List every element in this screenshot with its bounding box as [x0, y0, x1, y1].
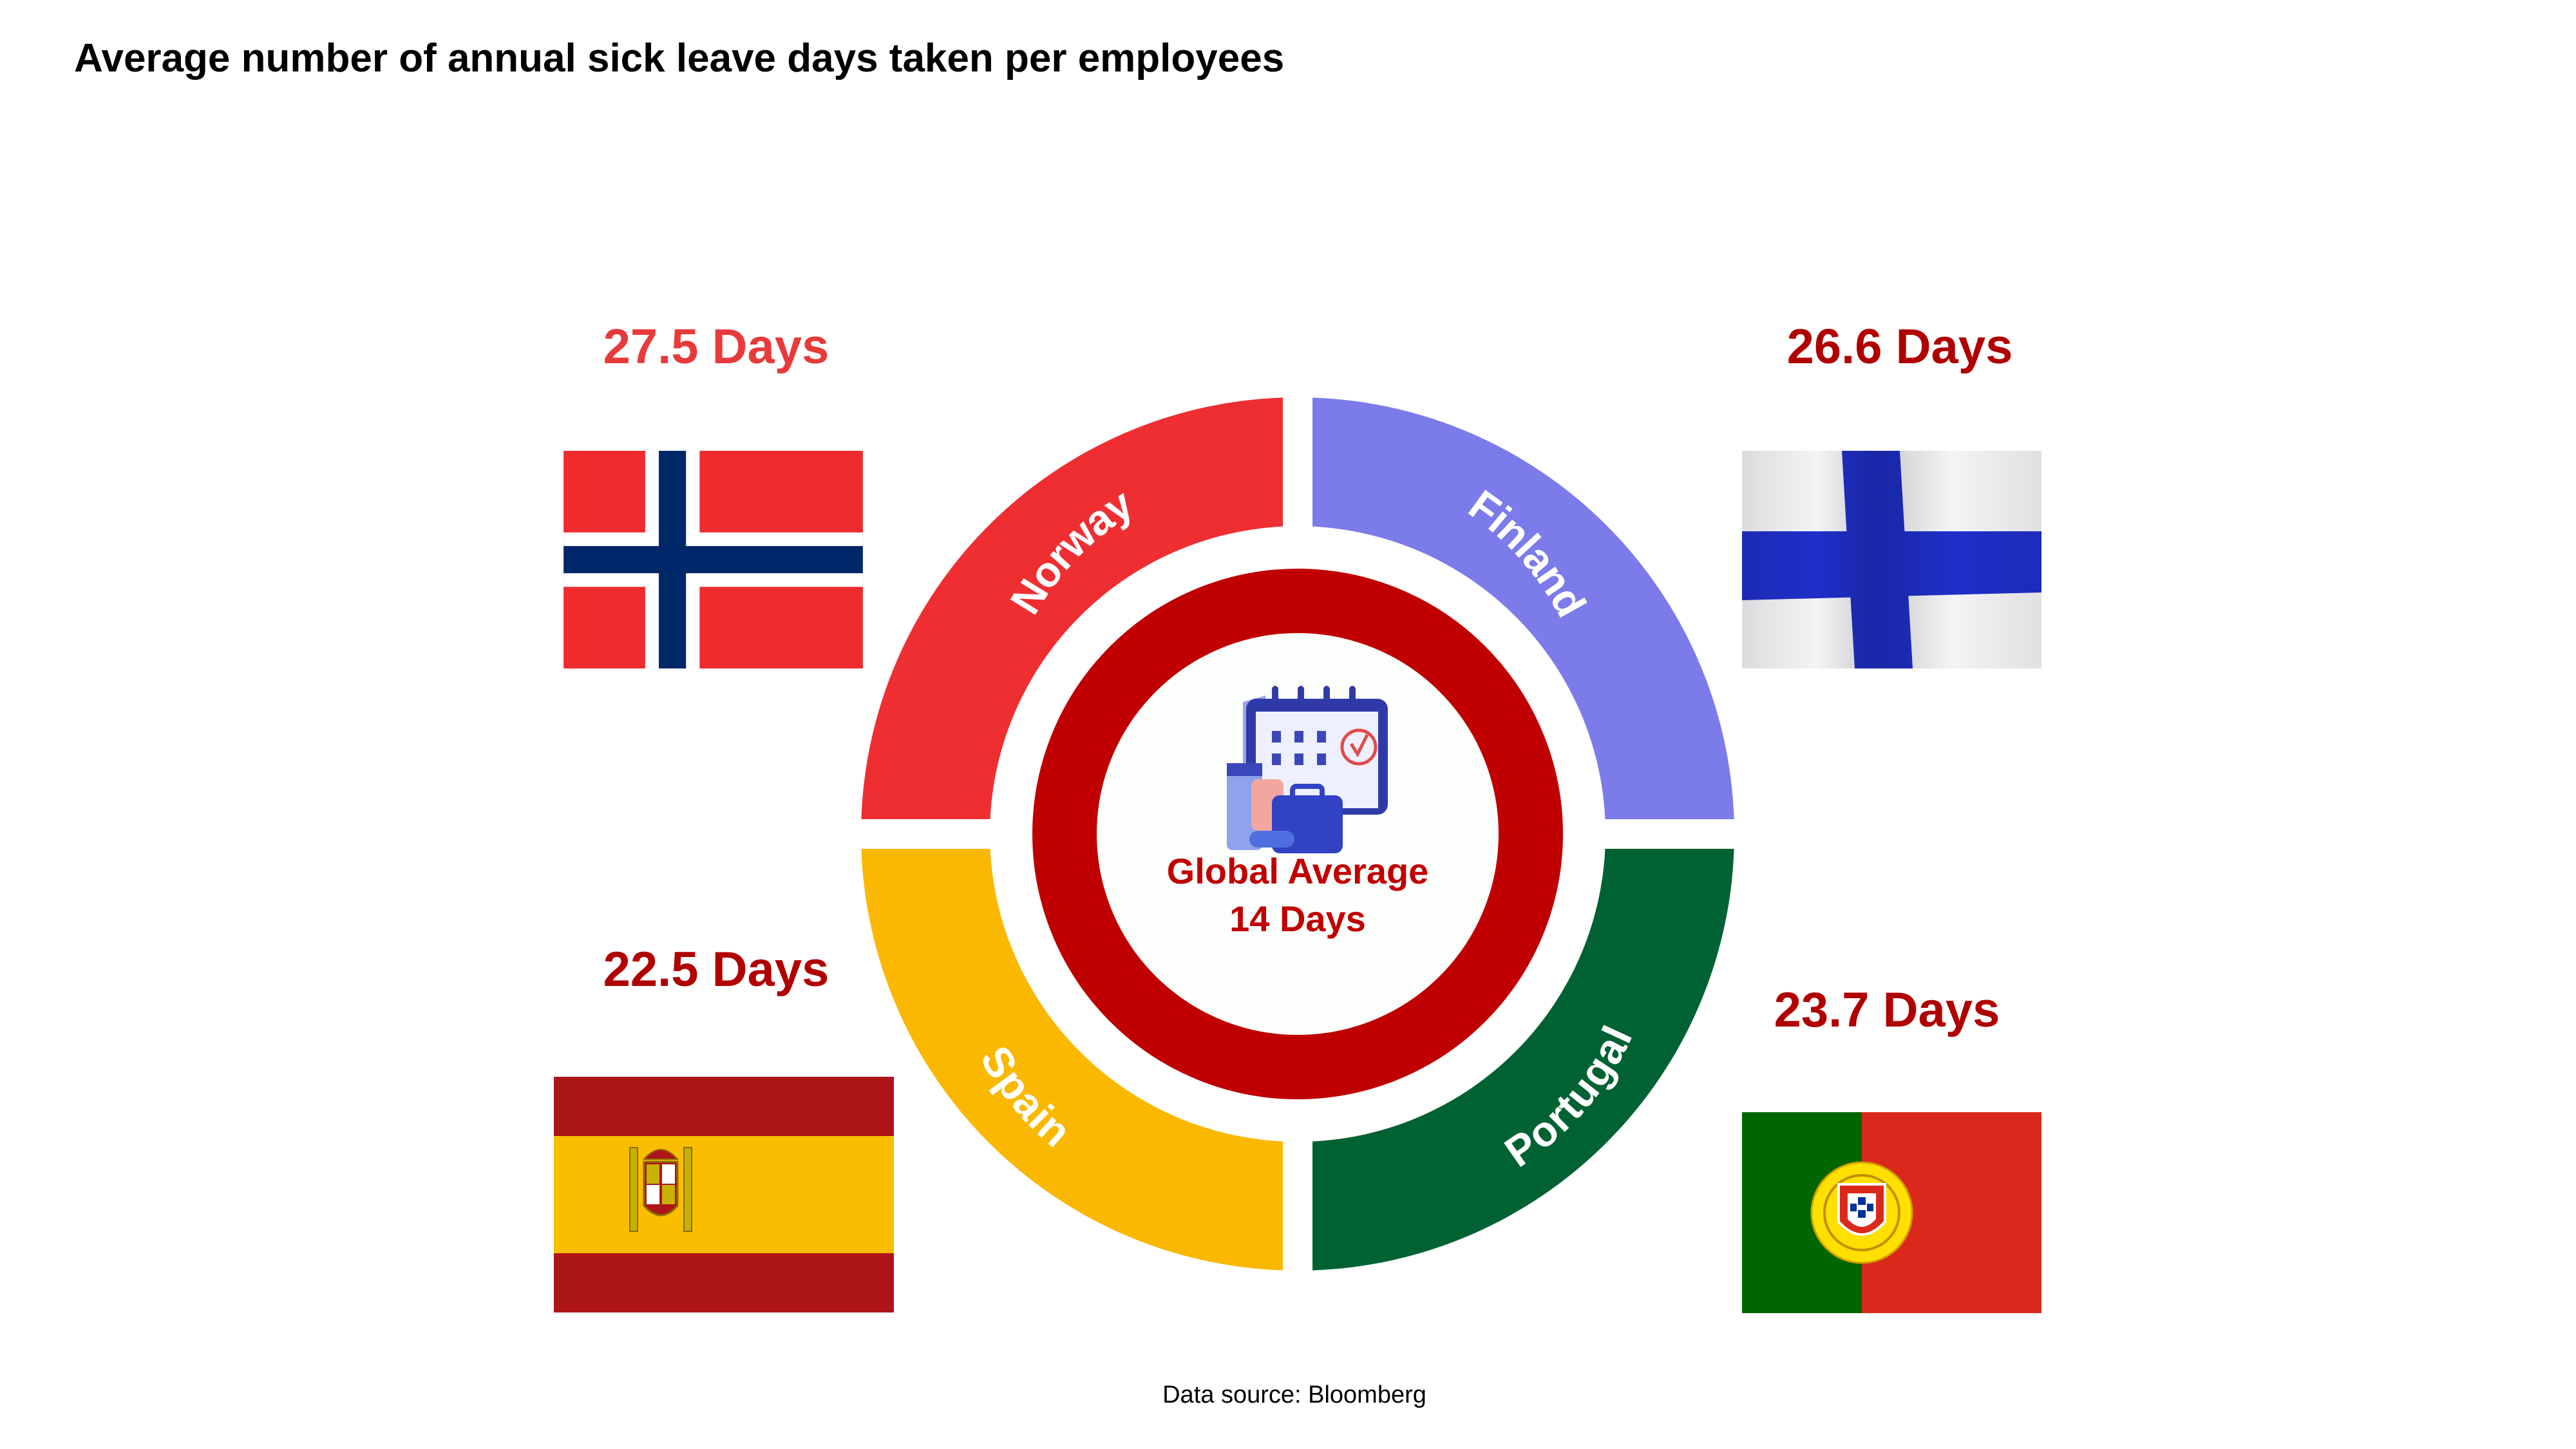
global-average-value: 14 Days — [1229, 898, 1366, 939]
data-source-note: Data source: Bloomberg — [1162, 1381, 1426, 1408]
calendar-sick-icon — [1227, 686, 1388, 853]
segment-finland — [1312, 397, 1734, 819]
segment-norway — [861, 397, 1283, 819]
segment-portugal — [1312, 849, 1734, 1271]
global-average-label: Global Average — [1167, 851, 1429, 891]
norway-flag — [564, 451, 863, 668]
value-label-finland: 26.6 Days — [1786, 319, 2013, 374]
segment-spain — [861, 849, 1283, 1271]
chart-title: Average number of annual sick leave days… — [74, 36, 1285, 80]
value-label-portugal: 23.7 Days — [1774, 983, 2000, 1037]
value-label-spain: 22.5 Days — [603, 942, 829, 997]
value-label-norway: 27.5 Days — [603, 319, 829, 374]
finland-flag — [1742, 451, 2041, 668]
spain-flag — [554, 1077, 894, 1312]
portugal-flag — [1742, 1112, 2041, 1313]
